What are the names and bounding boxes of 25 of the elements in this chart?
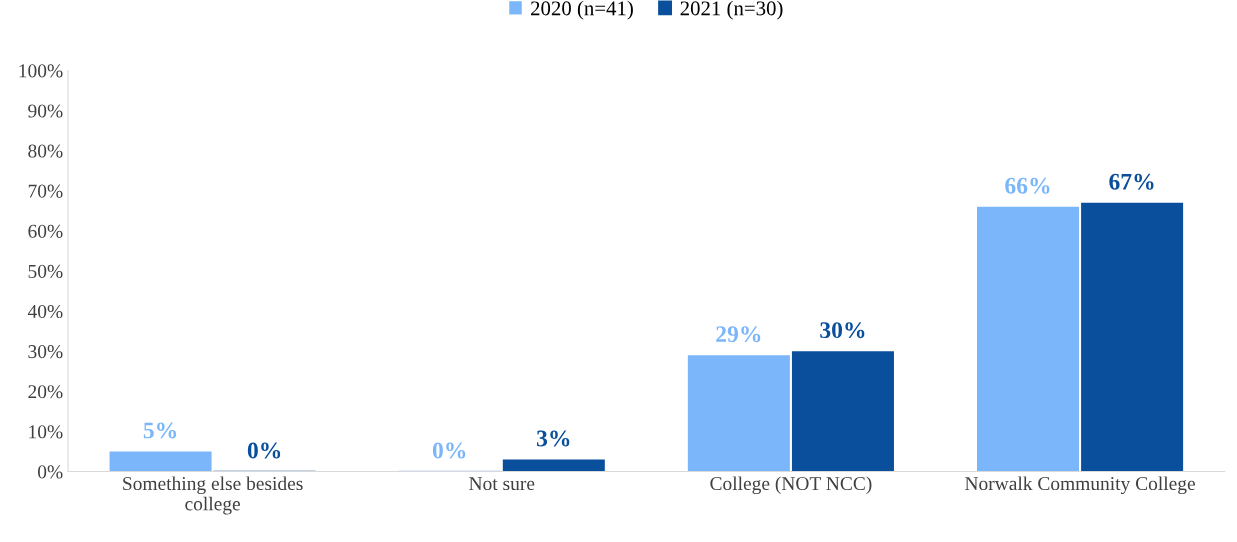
- y-tick-label: 90%: [28, 104, 63, 118]
- y-tick-label: 80%: [28, 144, 63, 158]
- y-tick-label: 100%: [19, 64, 63, 78]
- x-tick-label: Not sure: [469, 477, 535, 491]
- y-tick-label: 60%: [28, 224, 63, 238]
- x-tick-label: College (NOT NCC): [710, 476, 872, 495]
- data-label: 67%: [1109, 173, 1154, 190]
- data-label: 29%: [716, 326, 761, 343]
- data-label: 0%: [247, 442, 281, 459]
- data-label: 3%: [536, 430, 570, 447]
- y-tick-label: 20%: [28, 385, 63, 399]
- y-tick-label: 70%: [28, 184, 63, 198]
- y-tick-label: 40%: [27, 304, 63, 319]
- y-tick-label: 30%: [28, 345, 63, 359]
- legend-label: 2020 (n=41): [531, 0, 633, 20]
- data-label: 30%: [820, 322, 865, 339]
- x-tick-label: Norwalk Community College: [965, 476, 1195, 495]
- y-tick-label: 0%: [38, 465, 63, 479]
- data-label: 66%: [1005, 177, 1050, 194]
- x-tick-label: Something else besides college: [123, 476, 303, 515]
- y-tick-label: 50%: [28, 264, 63, 278]
- y-tick-label: 10%: [29, 425, 63, 439]
- data-label: 0%: [432, 442, 466, 459]
- data-label: 5%: [143, 422, 177, 439]
- legend-label: 2021 (n=30): [680, 0, 783, 20]
